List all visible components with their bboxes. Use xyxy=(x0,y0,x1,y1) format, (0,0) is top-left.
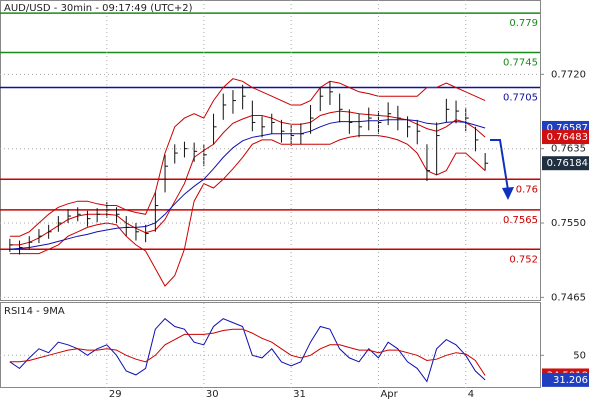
last-value-box xyxy=(542,372,589,387)
indicator-line xyxy=(9,78,486,237)
y-tick-label: 0.7635 xyxy=(551,144,586,155)
x-tick-label: Apr xyxy=(380,389,398,400)
forecast-arrow-head xyxy=(502,187,514,200)
y-tick-label: 0.7720 xyxy=(551,69,586,80)
y-tick-label: 0.7465 xyxy=(551,292,586,303)
level-label: 0.752 xyxy=(509,254,538,265)
main-panel xyxy=(0,0,541,301)
forecast-arrow xyxy=(490,139,509,191)
chart-title: AUD/USD - 30min - 09:17:49 (UTC+2) xyxy=(4,3,193,14)
x-tick-label: 30 xyxy=(206,389,219,400)
last-value-label: 31.206 xyxy=(553,375,588,386)
level-label: 0.7745 xyxy=(503,57,538,68)
level-label: 0.7565 xyxy=(503,215,538,226)
last-value-label: 0.76184 xyxy=(547,158,588,169)
level-label: 0.7705 xyxy=(503,92,538,103)
level-label: 0.76 xyxy=(516,184,538,195)
indicator-line xyxy=(9,119,486,250)
y-tick-label: 50 xyxy=(573,350,586,361)
y-tick-label: 0.7550 xyxy=(551,218,586,229)
x-tick-label: 31 xyxy=(293,389,306,400)
rsi-title: RSI14 - 9MA xyxy=(4,306,65,317)
last-value-label: 0.76483 xyxy=(547,132,588,143)
last-value-label: 0.76587 xyxy=(547,123,588,134)
level-label: 0.779 xyxy=(509,18,538,29)
last-value-box xyxy=(542,156,589,171)
last-value-box xyxy=(542,130,589,145)
indicator-line xyxy=(9,318,486,383)
x-tick-label: 4 xyxy=(468,389,474,400)
indicator-line xyxy=(9,135,486,287)
rsi-panel xyxy=(0,302,541,388)
indicator-line xyxy=(9,328,486,376)
x-tick-label: 29 xyxy=(109,389,122,400)
